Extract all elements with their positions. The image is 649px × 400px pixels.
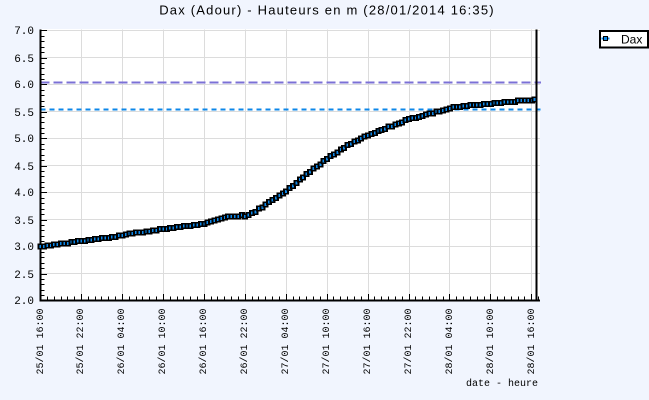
svg-text:28/01 10:00: 28/01 10:00 — [485, 309, 497, 375]
svg-text:Dax (Adour) - Hauteurs en m (2: Dax (Adour) - Hauteurs en m (28/01/2014 … — [159, 3, 495, 18]
svg-text:26/01 10:00: 26/01 10:00 — [157, 309, 169, 375]
svg-text:5.5: 5.5 — [14, 108, 34, 120]
svg-text:4.5: 4.5 — [14, 162, 34, 174]
svg-text:4.0: 4.0 — [14, 188, 34, 200]
svg-text:date - heure: date - heure — [466, 378, 538, 390]
svg-text:26/01 22:00: 26/01 22:00 — [239, 309, 251, 375]
svg-text:27/01 22:00: 27/01 22:00 — [403, 309, 415, 375]
svg-text:27/01 10:00: 27/01 10:00 — [321, 309, 333, 375]
svg-text:6.0: 6.0 — [14, 80, 34, 92]
svg-text:28/01 04:00: 28/01 04:00 — [444, 309, 456, 375]
svg-text:27/01 16:00: 27/01 16:00 — [362, 309, 374, 375]
svg-text:3.5: 3.5 — [14, 216, 34, 228]
svg-text:2.5: 2.5 — [14, 270, 34, 282]
svg-text:Dax: Dax — [621, 33, 642, 47]
svg-text:28/01 16:00: 28/01 16:00 — [526, 309, 538, 375]
svg-text:3.0: 3.0 — [14, 242, 34, 254]
svg-text:26/01 04:00: 26/01 04:00 — [116, 309, 128, 375]
svg-text:26/01 16:00: 26/01 16:00 — [198, 309, 210, 375]
svg-text:6.5: 6.5 — [14, 54, 34, 66]
svg-text:25/01 16:00: 25/01 16:00 — [35, 309, 47, 375]
svg-text:5.0: 5.0 — [14, 134, 34, 146]
svg-text:7.0: 7.0 — [14, 26, 34, 38]
svg-text:2.0: 2.0 — [14, 296, 34, 308]
svg-text:25/01 22:00: 25/01 22:00 — [75, 309, 87, 375]
svg-text:27/01 04:00: 27/01 04:00 — [280, 309, 292, 375]
